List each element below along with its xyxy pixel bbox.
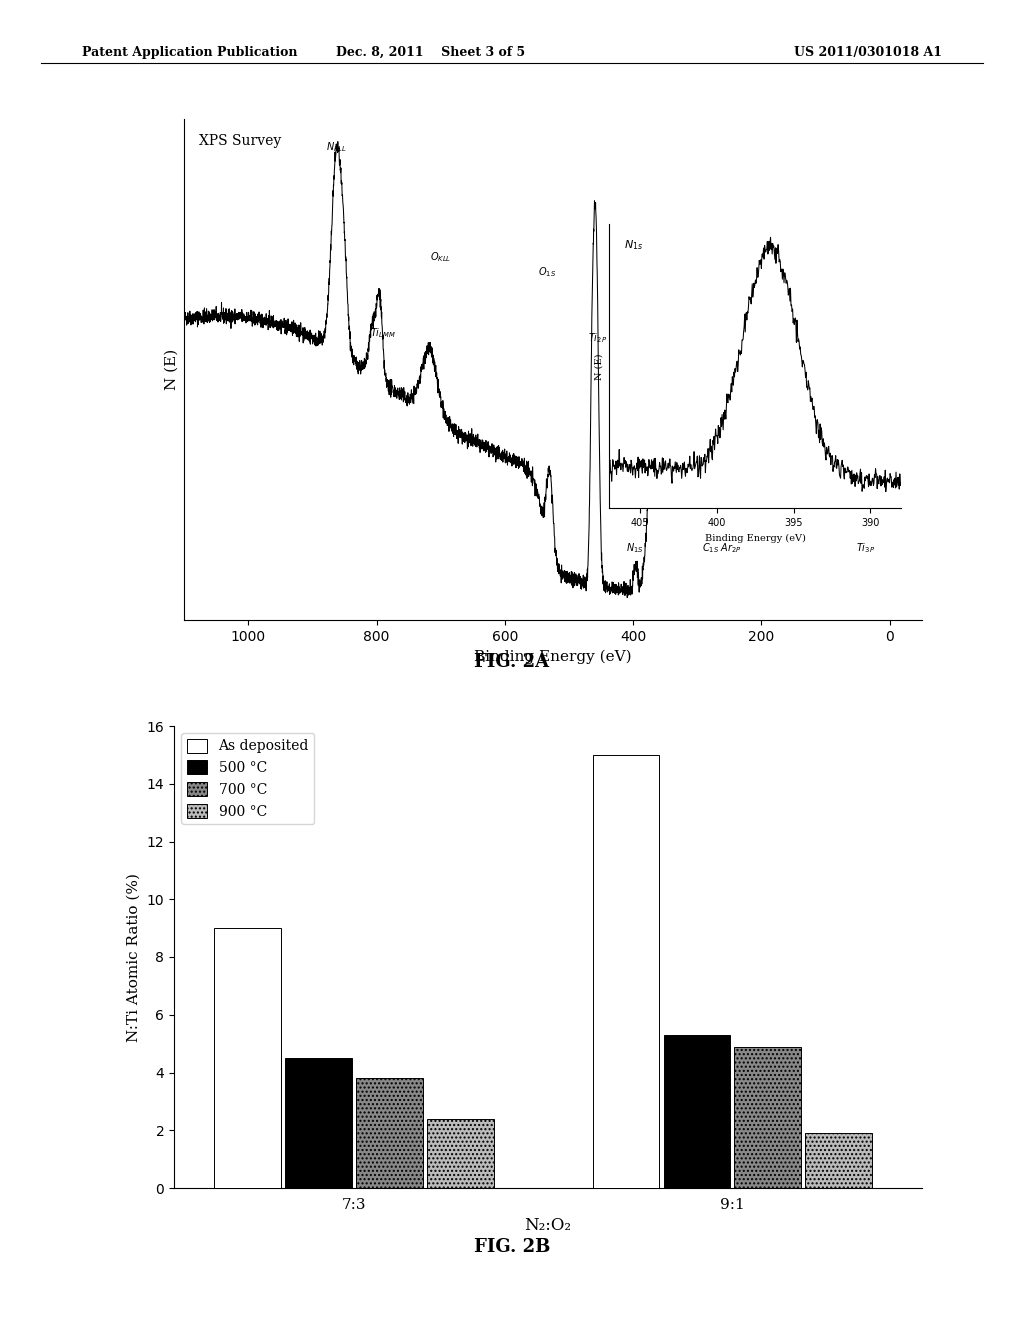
Bar (734, 1047, 801, 1188)
Bar (214, 928, 281, 1188)
Text: $N_{1S}$: $N_{1S}$ (626, 541, 643, 556)
Text: $O_{KLL}$: $O_{KLL}$ (430, 251, 452, 264)
Text: FIG. 2B: FIG. 2B (474, 1238, 550, 1257)
Text: $C_{1S}$ $Ar_{2P}$: $C_{1S}$ $Ar_{2P}$ (701, 541, 741, 556)
Bar (427, 1119, 494, 1188)
Text: $Ti_{3P}$: $Ti_{3P}$ (856, 541, 876, 556)
Text: Patent Application Publication: Patent Application Publication (82, 46, 297, 59)
Legend: As deposited, 500 °C, 700 °C, 900 °C: As deposited, 500 °C, 700 °C, 900 °C (181, 733, 314, 824)
Text: FIG. 2A: FIG. 2A (474, 653, 550, 672)
X-axis label: Binding Energy (eV): Binding Energy (eV) (474, 649, 632, 664)
Text: $O_{1S}$: $O_{1S}$ (538, 265, 556, 280)
Y-axis label: N (E): N (E) (165, 348, 179, 391)
Text: $Ti_{2P}$: $Ti_{2P}$ (589, 331, 607, 345)
Text: Dec. 8, 2011    Sheet 3 of 5: Dec. 8, 2011 Sheet 3 of 5 (336, 46, 524, 59)
Text: $N_{1s}$: $N_{1s}$ (624, 239, 643, 252)
Bar (593, 755, 659, 1188)
Text: US 2011/0301018 A1: US 2011/0301018 A1 (794, 46, 942, 59)
X-axis label: Binding Energy (eV): Binding Energy (eV) (705, 533, 806, 543)
Y-axis label: N (E): N (E) (595, 352, 604, 380)
Y-axis label: N:Ti Atomic Ratio (%): N:Ti Atomic Ratio (%) (127, 873, 141, 1041)
Bar (356, 1078, 423, 1188)
Text: $Ti_{LMM}$: $Ti_{LMM}$ (370, 326, 396, 339)
X-axis label: N₂:O₂: N₂:O₂ (524, 1217, 571, 1234)
Text: XPS Survey: XPS Survey (199, 133, 282, 148)
Bar (285, 1059, 351, 1188)
Bar (806, 1133, 872, 1188)
Text: $N_{KLL}$: $N_{KLL}$ (327, 140, 347, 154)
Bar (664, 1035, 730, 1188)
